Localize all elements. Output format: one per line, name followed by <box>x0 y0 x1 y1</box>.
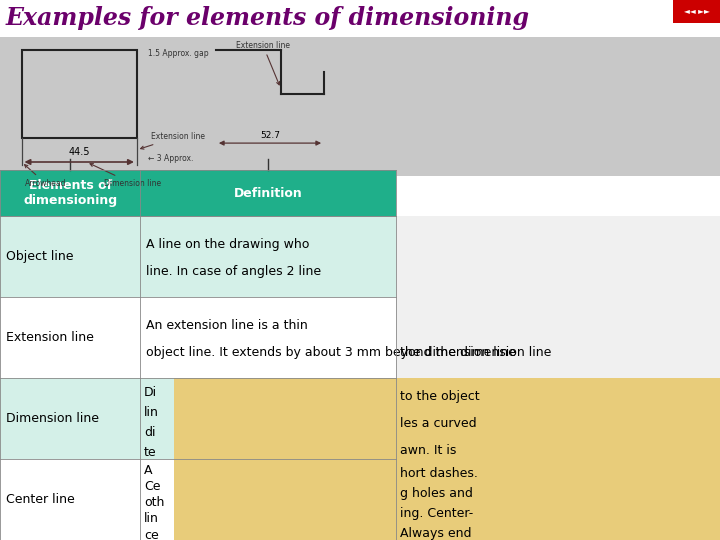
Text: Object line: Object line <box>6 250 73 263</box>
Text: object line. It extends by about 3 mm beyond the dimension line: object line. It extends by about 3 mm be… <box>146 346 552 359</box>
Text: ing. Center-: ing. Center- <box>400 507 473 520</box>
Bar <box>140 378 174 459</box>
Text: lin: lin <box>144 512 159 525</box>
Text: 52.7: 52.7 <box>260 131 280 140</box>
Bar <box>396 216 720 378</box>
Text: Arrowhead: Arrowhead <box>24 165 67 188</box>
Text: oth: oth <box>144 496 164 509</box>
Text: awn. It is: awn. It is <box>400 444 456 457</box>
Text: An extension line is a thin: An extension line is a thin <box>146 319 308 332</box>
Bar <box>0 170 140 216</box>
Text: di: di <box>144 426 156 439</box>
Text: Dimension line: Dimension line <box>90 164 161 188</box>
Bar <box>22 50 137 138</box>
Bar <box>0 0 720 176</box>
Bar <box>396 378 720 540</box>
Bar <box>140 459 174 540</box>
Text: Extension line: Extension line <box>140 132 205 149</box>
Text: Always end: Always end <box>400 528 471 540</box>
Bar <box>0 0 720 37</box>
Text: A line on the drawing who: A line on the drawing who <box>146 238 310 251</box>
Bar <box>140 170 396 216</box>
Text: 44.5: 44.5 <box>68 146 90 157</box>
Bar <box>0 216 140 297</box>
Text: Ce: Ce <box>144 480 161 493</box>
Bar <box>140 297 396 378</box>
Text: 1.5 Approx. gap: 1.5 Approx. gap <box>148 49 208 58</box>
Bar <box>0 378 140 459</box>
Text: Extension line: Extension line <box>6 331 94 344</box>
Text: Definition: Definition <box>234 186 302 200</box>
Text: Dimension line: Dimension line <box>6 412 99 425</box>
Text: Elements of
dimensioning: Elements of dimensioning <box>23 179 117 207</box>
Bar <box>0 297 140 378</box>
Text: te: te <box>144 447 157 460</box>
Text: les a curved: les a curved <box>400 417 476 430</box>
Text: the dimension line: the dimension line <box>400 346 516 359</box>
Text: to the object: to the object <box>400 390 480 403</box>
Text: lin: lin <box>144 406 159 419</box>
Text: Extension line: Extension line <box>236 40 289 85</box>
Bar <box>140 378 396 540</box>
Text: A: A <box>144 464 153 477</box>
Text: Examples for elements of dimensioning: Examples for elements of dimensioning <box>6 6 530 30</box>
Text: ◄◄ ►►: ◄◄ ►► <box>684 7 709 16</box>
Text: hort dashes.: hort dashes. <box>400 467 477 480</box>
Text: line. In case of angles 2 line: line. In case of angles 2 line <box>146 265 321 278</box>
Text: Di: Di <box>144 386 157 399</box>
Bar <box>0 459 140 540</box>
Text: ce: ce <box>144 529 158 540</box>
Bar <box>140 216 396 297</box>
Text: g holes and: g holes and <box>400 487 472 500</box>
Text: Center line: Center line <box>6 493 74 506</box>
Text: ← 3 Approx.: ← 3 Approx. <box>148 154 193 163</box>
Bar <box>673 0 720 23</box>
